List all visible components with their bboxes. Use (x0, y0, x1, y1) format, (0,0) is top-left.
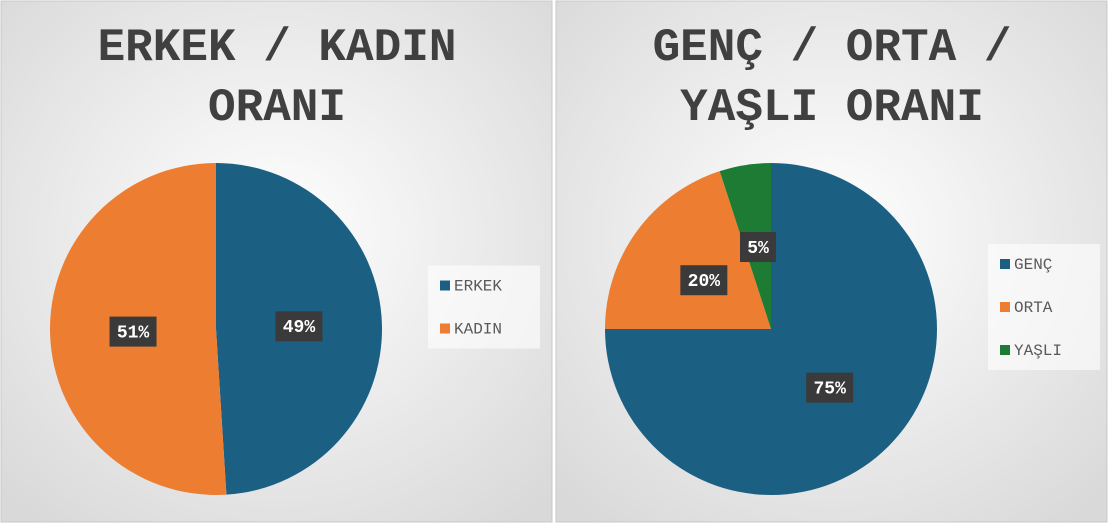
legend-box (428, 265, 540, 349)
legend-label: GENÇ (1014, 256, 1052, 274)
chart-title: ERKEK / KADIN ORANI (97, 22, 457, 134)
legend-swatch (1000, 302, 1010, 312)
legend-swatch (1000, 345, 1010, 355)
data-label-box (275, 311, 323, 342)
pie-slice (605, 171, 771, 329)
data-label: 5% (747, 239, 769, 259)
legend-label: ORTA (1014, 299, 1053, 317)
legend-label: ERKEK (454, 278, 502, 296)
data-label-box (109, 316, 157, 347)
data-label-box (740, 232, 777, 263)
legend-label: YAŞLI (1014, 342, 1062, 360)
data-label: 51% (117, 323, 150, 343)
data-label: 20% (688, 272, 721, 292)
chart-title: GENÇ / ORTA / YAŞLI ORANI (652, 22, 1012, 134)
data-label-box (680, 265, 728, 296)
legend-swatch (440, 280, 450, 291)
legend-swatch (440, 323, 450, 334)
data-label: 49% (283, 318, 316, 338)
data-label: 75% (813, 379, 846, 399)
legend-swatch (1000, 259, 1010, 269)
legend-label: KADIN (454, 321, 502, 339)
data-label-box (806, 372, 854, 403)
